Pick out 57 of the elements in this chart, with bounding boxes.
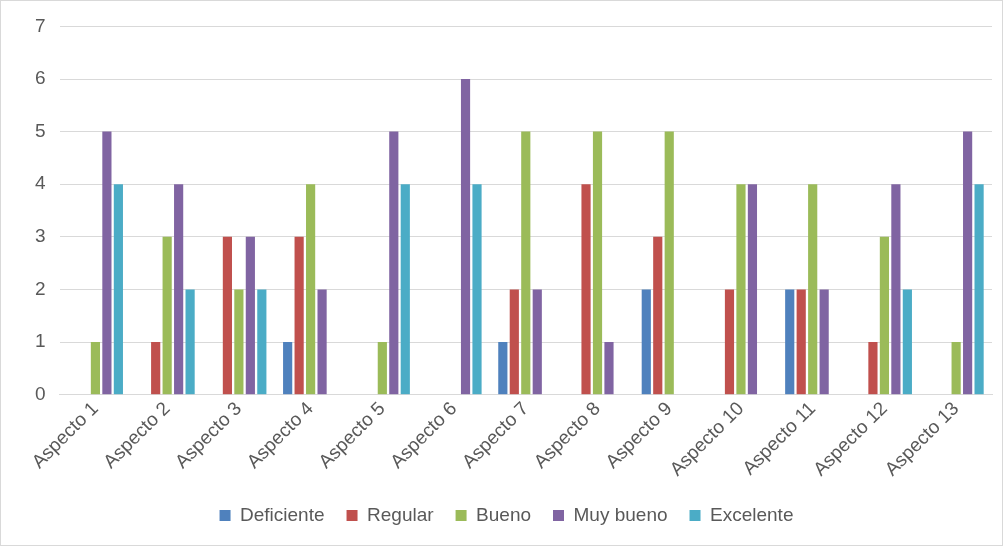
bar [377, 342, 387, 395]
bar [521, 131, 531, 395]
bar [294, 236, 304, 395]
bar [604, 342, 614, 395]
y-tick-label: 7 [34, 14, 46, 36]
y-tick-label: 2 [34, 277, 46, 299]
bar [102, 131, 112, 395]
bar [868, 342, 878, 395]
bar [283, 342, 293, 395]
bar [785, 289, 795, 395]
y-tick-label: 5 [34, 119, 46, 141]
legend-label: Bueno [476, 503, 532, 525]
bar [974, 184, 984, 395]
legend-label: Excelente [710, 503, 794, 525]
bar [185, 289, 195, 395]
y-tick-label: 6 [34, 67, 46, 89]
bar [819, 289, 829, 395]
bar [222, 236, 232, 395]
bar [306, 184, 316, 395]
bar [664, 131, 674, 395]
bar [879, 236, 889, 395]
bar [257, 289, 267, 395]
bar [963, 131, 973, 395]
y-tick-label: 3 [34, 225, 46, 247]
bar [653, 236, 663, 395]
bar [400, 184, 410, 395]
bar [460, 79, 471, 395]
bar [902, 289, 912, 395]
y-tick-label: 4 [34, 172, 46, 194]
y-tick-label: 1 [34, 330, 46, 352]
bar [951, 342, 961, 395]
bar [234, 289, 244, 395]
bar [581, 184, 591, 395]
bar [245, 236, 255, 395]
bar [162, 236, 172, 395]
bar [498, 342, 508, 395]
bar [747, 184, 758, 395]
bar [317, 289, 327, 395]
bar [641, 289, 651, 395]
bar [891, 184, 901, 395]
y-tick-label: 0 [34, 382, 46, 404]
bar [736, 184, 746, 395]
bar [472, 184, 482, 395]
legend-label: Muy bueno [573, 503, 668, 525]
bar [592, 131, 603, 395]
bar [113, 184, 123, 395]
legend-label: Regular [367, 503, 435, 525]
bar [90, 342, 101, 395]
legend-label: Deficiente [240, 503, 325, 525]
bar [174, 184, 184, 395]
bar [509, 289, 519, 395]
bar [808, 184, 818, 395]
bar [389, 131, 399, 395]
bar [724, 289, 735, 395]
bar [796, 289, 806, 395]
bar [532, 289, 542, 395]
bar [151, 342, 161, 395]
